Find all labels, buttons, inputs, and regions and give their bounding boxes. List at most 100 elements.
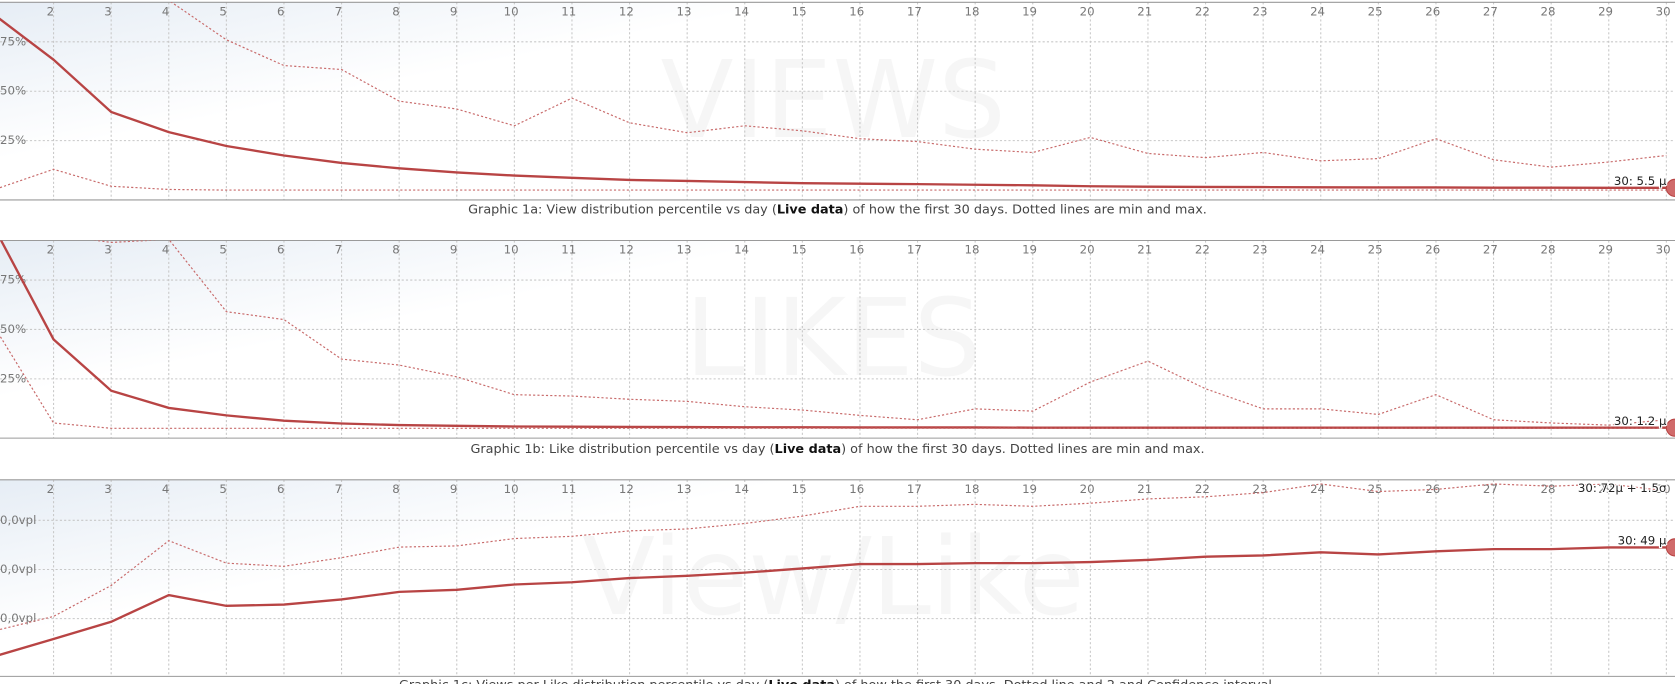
y-tick-label: 0,0vpl	[0, 513, 36, 527]
x-tick-label: 4	[162, 482, 169, 496]
x-tick-label: 30	[1656, 243, 1671, 257]
x-tick-label: 2	[47, 4, 54, 18]
x-tick-label: 18	[964, 4, 979, 18]
mean-line	[0, 17, 1667, 190]
caption-text: ) of how the first 30 days. Dotted lines…	[841, 441, 1204, 456]
x-tick-label: 24	[1310, 243, 1325, 257]
x-tick-label: 20	[1080, 482, 1095, 496]
x-tick-label: 9	[450, 4, 457, 18]
caption-text: Graphic 1b: Like distribution percentile…	[470, 441, 774, 456]
y-tick-label: 0,0vpl	[0, 611, 36, 625]
x-tick-label: 22	[1195, 243, 1210, 257]
x-tick-label: 4	[162, 4, 169, 18]
end-annotation: 30: 72µ + 1.5σ	[1578, 481, 1667, 495]
y-tick-label: 50%	[0, 84, 26, 98]
plot-background	[0, 479, 1675, 677]
x-tick-label: 30	[1656, 482, 1671, 496]
x-tick-label: 21	[1137, 482, 1152, 496]
end-annotation: 30: 5.5 µ	[1614, 174, 1667, 188]
watermark: VIEWS	[660, 39, 1005, 163]
x-tick-label: 10	[504, 482, 519, 496]
x-tick-label: 19	[1022, 4, 1037, 18]
x-tick-label: 20	[1080, 4, 1095, 18]
x-tick-label: 5	[219, 243, 226, 257]
y-tick-label: 50%	[0, 322, 26, 336]
x-tick-label: 6	[277, 482, 284, 496]
x-tick-label: 26	[1425, 4, 1440, 18]
series-group	[0, 483, 1675, 656]
x-tick-label: 5	[219, 482, 226, 496]
mean-line	[0, 240, 1667, 429]
x-tick-label: 12	[619, 482, 634, 496]
x-tick-label: 8	[392, 243, 399, 257]
end-annotation: 30: 1.2 µ	[1614, 414, 1667, 428]
caption: Graphic 1b: Like distribution percentile…	[470, 441, 1204, 456]
x-tick-label: 12	[619, 243, 634, 257]
caption: Graphic 1a: View distribution percentile…	[468, 202, 1207, 217]
x-tick-label: 8	[392, 4, 399, 18]
x-tick-label: 6	[277, 243, 284, 257]
x-tick-label: 25	[1368, 482, 1383, 496]
y-tick-label: 25%	[0, 371, 26, 385]
x-tick-label: 20	[1080, 243, 1095, 257]
x-tick-label: 16	[849, 482, 864, 496]
x-tick-label: 25	[1368, 243, 1383, 257]
x-tick-label: 11	[561, 4, 576, 18]
x-tick-label: 14	[734, 482, 749, 496]
x-tick-label: 29	[1598, 482, 1613, 496]
range-line	[92, 240, 1667, 426]
caption-text: ) of how the first 30 days. Dotted line …	[835, 677, 1276, 684]
x-tick-label: 19	[1022, 482, 1037, 496]
x-tick-label: 14	[734, 4, 749, 18]
x-tick-label: 16	[849, 4, 864, 18]
caption-text: Graphic 1a: View distribution percentile…	[468, 202, 777, 217]
x-tick-label: 5	[219, 4, 226, 18]
x-tick-label: 7	[335, 243, 342, 257]
range-line	[0, 168, 1667, 191]
x-tick-label: 22	[1195, 4, 1210, 18]
x-tick-label: 4	[162, 243, 169, 257]
x-tick-label: 29	[1598, 243, 1613, 257]
x-tick-label: 7	[335, 482, 342, 496]
x-tick-label: 15	[792, 243, 807, 257]
x-tick-label: 18	[964, 482, 979, 496]
plot-background	[0, 240, 1675, 439]
x-tick-label: 21	[1137, 243, 1152, 257]
x-tick-label: 6	[277, 4, 284, 18]
x-tick-label: 26	[1425, 482, 1440, 496]
x-tick-label: 12	[619, 4, 634, 18]
x-tick-label: 27	[1483, 482, 1498, 496]
x-tick-label: 17	[907, 4, 922, 18]
x-tick-label: 26	[1425, 243, 1440, 257]
x-tick-label: 9	[450, 482, 457, 496]
caption-bold: Live data	[768, 677, 835, 684]
plot-background	[0, 2, 1675, 200]
x-tick-label: 17	[907, 482, 922, 496]
x-tick-label: 10	[504, 4, 519, 18]
caption-bold: Live data	[777, 202, 844, 217]
range-line	[0, 483, 1667, 631]
x-tick-label: 25	[1368, 4, 1383, 18]
x-tick-label: 27	[1483, 4, 1498, 18]
end-annotation: 30: 49 µ	[1618, 533, 1667, 547]
x-tick-label: 28	[1540, 243, 1555, 257]
x-tick-label: 27	[1483, 243, 1498, 257]
x-tick-label: 23	[1252, 4, 1267, 18]
x-tick-label: 23	[1252, 243, 1267, 257]
x-tick-label: 13	[676, 482, 691, 496]
x-tick-label: 10	[504, 243, 519, 257]
mean-line	[0, 546, 1667, 656]
caption-text: ) of how the first 30 days. Dotted lines…	[843, 202, 1206, 217]
x-tick-label: 18	[964, 243, 979, 257]
caption: Graphic 1c: Views per Like distribution …	[399, 677, 1276, 684]
x-tick-label: 2	[47, 243, 54, 257]
x-tick-label: 16	[849, 243, 864, 257]
x-tick-label: 28	[1540, 482, 1555, 496]
x-tick-label: 15	[792, 4, 807, 18]
x-tick-label: 15	[792, 482, 807, 496]
x-tick-label: 13	[676, 4, 691, 18]
caption-bold: Live data	[775, 441, 842, 456]
